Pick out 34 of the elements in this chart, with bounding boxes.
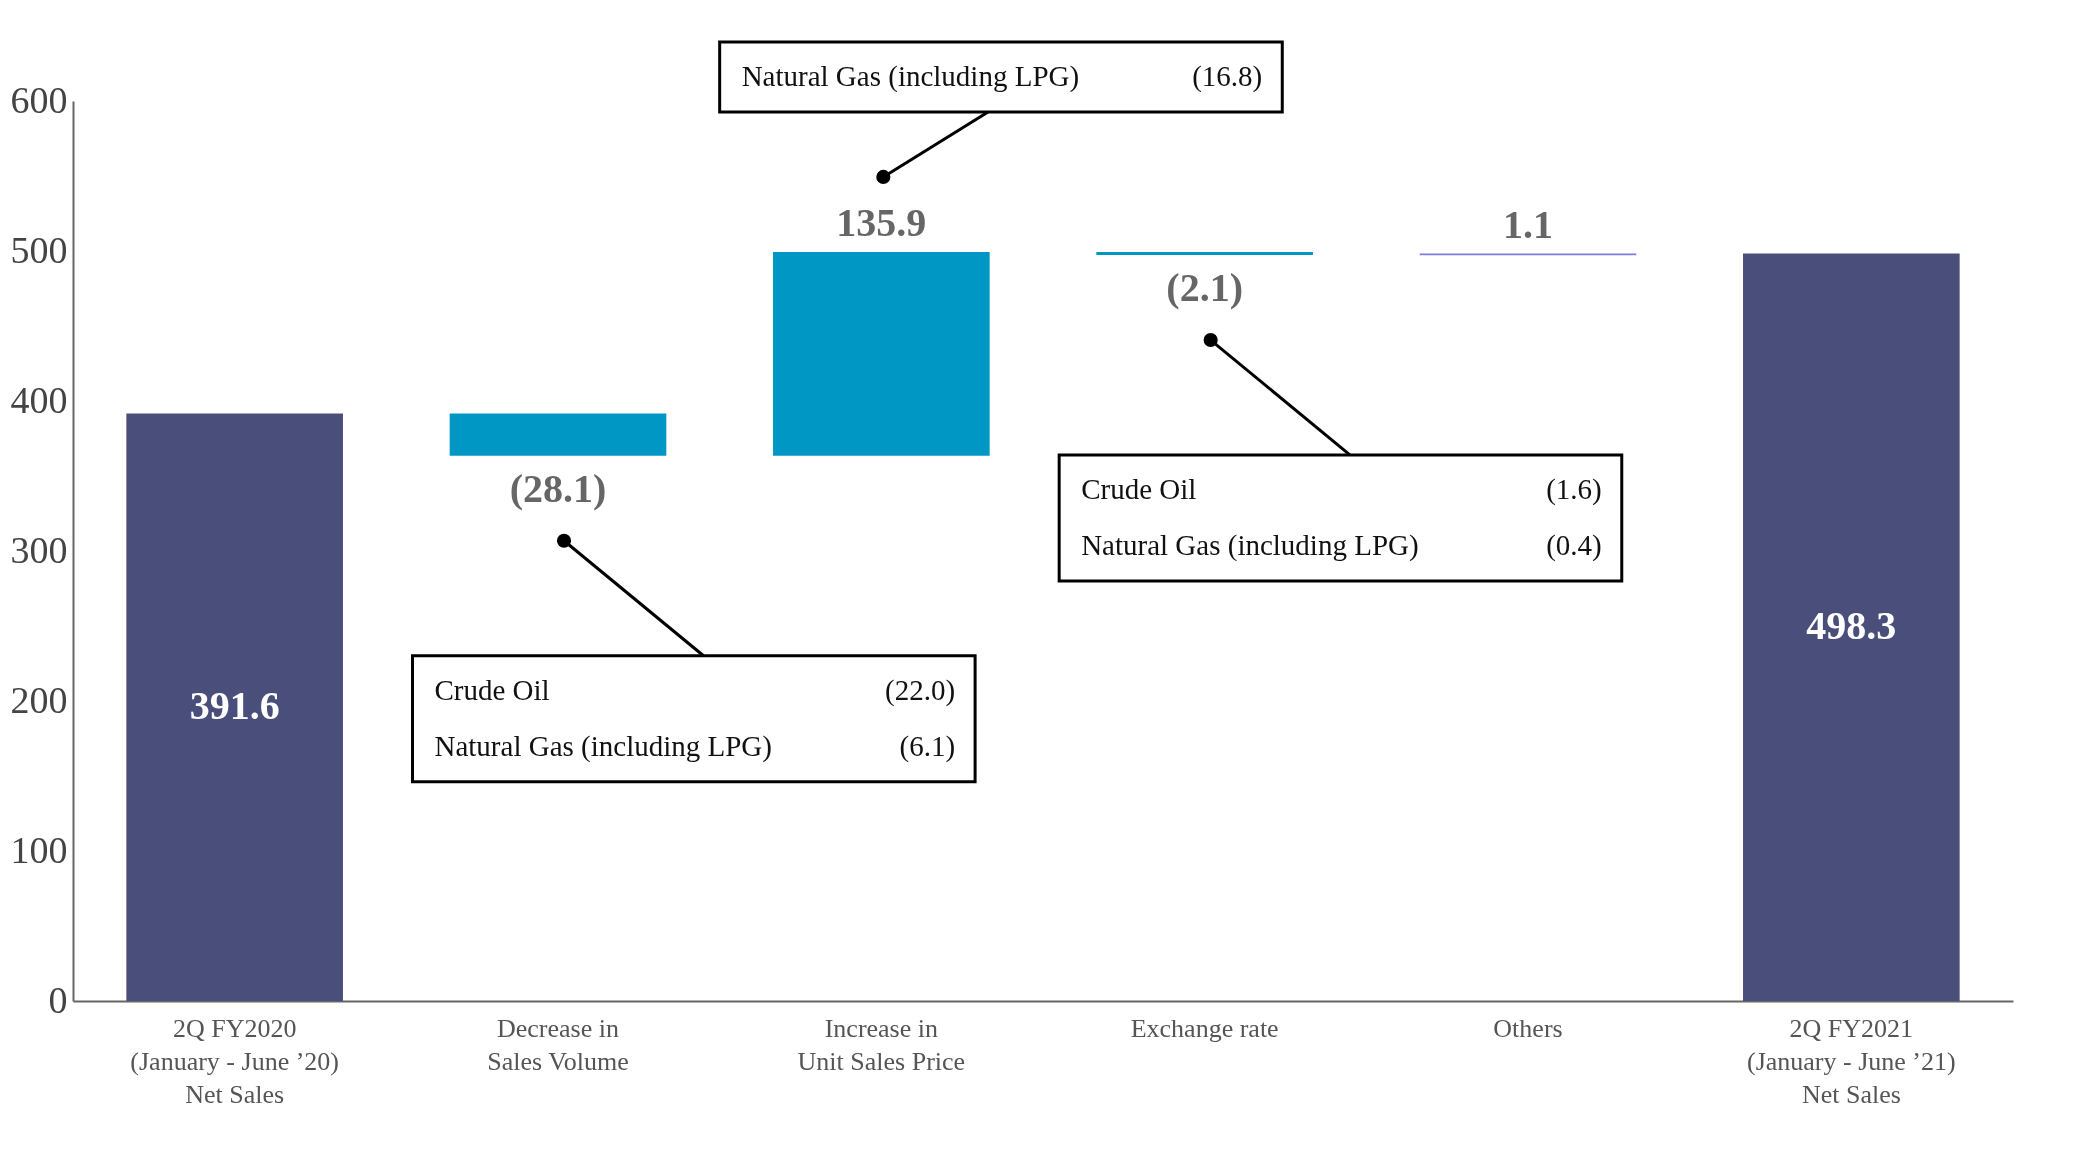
x-tick-label: Others — [1493, 1013, 1563, 1043]
annotation: Crude Oil — [434, 673, 550, 706]
x-tick-label: Decrease in Sales Volume — [487, 1013, 629, 1076]
y-tick-label: 200 — [10, 678, 68, 721]
bar — [1096, 251, 1313, 256]
text: (16.8) — [1192, 59, 1263, 93]
bar — [773, 251, 990, 456]
bar — [1743, 253, 1960, 1001]
bar — [449, 413, 667, 456]
annotation: (6.1) — [899, 729, 956, 763]
data-label: (2.1) — [1166, 265, 1243, 311]
x-tick-label: 2Q FY2021 (January - June ’21) Net Sales — [1747, 1013, 1956, 1109]
y-tick-label: 600 — [10, 78, 68, 121]
data-label: 1.1 — [1503, 201, 1553, 247]
y-tick-label: 300 — [10, 528, 68, 571]
x-tick-label: Exchange rate — [1130, 1013, 1279, 1043]
data-label: 391.6 — [189, 683, 280, 729]
text: Natural Gas (including LPG) — [741, 59, 1080, 93]
y-tick-label: 500 — [10, 228, 68, 271]
bar — [126, 413, 343, 1001]
x-tick-label: 2Q FY2020 (January - June ’20) Net Sales — [130, 1013, 339, 1109]
x-tick-label: Increase in Unit Sales Price — [797, 1013, 966, 1076]
data-label: (28.1) — [509, 465, 607, 511]
y-tick-label: 0 — [48, 978, 68, 1021]
y-tick-label: 100 — [10, 828, 68, 871]
annotation: Natural Gas (including LPG) — [434, 729, 772, 763]
data-label: 135.9 — [836, 199, 927, 245]
data-label: 498.3 — [1806, 603, 1897, 649]
annotation: Crude Oil — [1081, 473, 1197, 506]
annotation: (1.6) — [1546, 473, 1602, 507]
y-tick-label: 400 — [10, 378, 68, 421]
annotation: Natural Gas (including LPG) — [1081, 529, 1419, 563]
annotation: (0.4) — [1546, 529, 1602, 563]
annotation: (22.0) — [885, 673, 956, 707]
